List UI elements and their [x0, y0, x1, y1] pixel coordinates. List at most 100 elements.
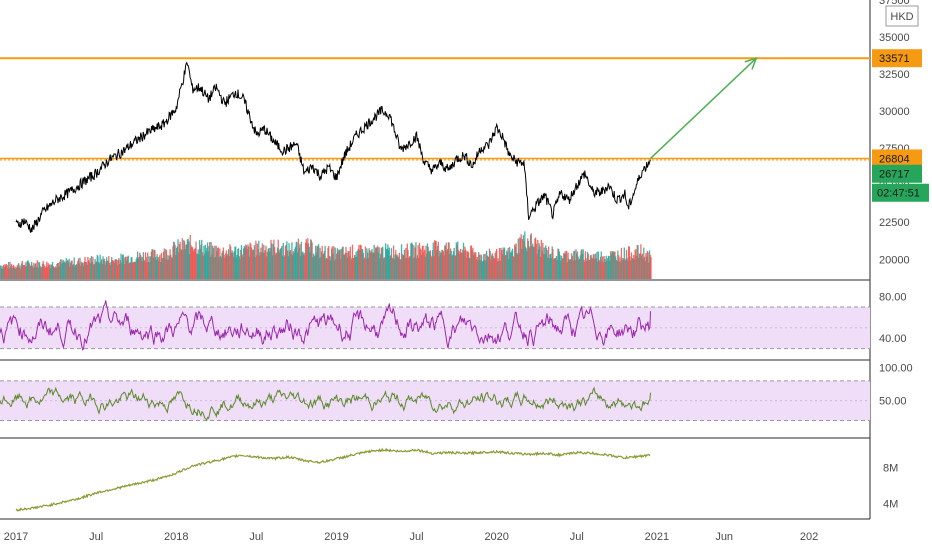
countdown-label: 02:47:51: [877, 188, 920, 200]
volume-bar: [581, 253, 584, 279]
volume-bar: [498, 260, 500, 279]
volume-bar: [493, 257, 495, 279]
volume-bar: [256, 243, 258, 279]
volume-bar: [467, 252, 470, 279]
volume-bar: [236, 254, 238, 279]
volume-bar: [509, 252, 512, 279]
volume-bar: [567, 252, 569, 279]
volume-bar: [365, 258, 367, 279]
volume-bar: [529, 247, 531, 279]
volume-bar: [402, 255, 404, 279]
volume-bar: [642, 257, 644, 279]
volume-bar: [572, 260, 574, 279]
volume-bar: [511, 248, 514, 279]
volume-bar: [591, 257, 593, 279]
volume-bar: [8, 268, 10, 279]
volume-bar: [182, 249, 184, 279]
volume-bar: [291, 242, 293, 279]
volume-bar: [497, 258, 499, 279]
volume-bar: [194, 248, 196, 279]
volume-bar: [71, 260, 73, 279]
volume-bar: [59, 261, 61, 279]
volume-bar: [566, 262, 569, 279]
volume-bar: [56, 263, 59, 279]
volume-bar: [452, 251, 455, 279]
volume-bar: [69, 266, 71, 279]
volume-bar: [227, 249, 230, 279]
volume-bar: [472, 247, 474, 279]
volume-bar: [587, 253, 589, 279]
level-tag-label: 33571: [879, 53, 910, 65]
volume-bar: [508, 258, 510, 279]
volume-bar: [403, 254, 405, 279]
volume-bar: [578, 258, 581, 279]
volume-bar: [98, 262, 100, 279]
time-tick-label: Jul: [89, 531, 103, 543]
volume-bar: [377, 245, 379, 279]
volume-bar: [576, 253, 578, 279]
countdown-tag: [872, 183, 929, 202]
volume-bar: [576, 251, 579, 279]
volume-bar: [428, 251, 431, 279]
volume-bar: [60, 263, 62, 279]
volume-bar: [633, 254, 635, 279]
volume-bar: [404, 257, 406, 279]
time-axis[interactable]: 2017 Jul 2018 Jul 2019 Jul 2020 Jul 2021 Jun 202: [4, 531, 819, 543]
volume-bar: [555, 257, 557, 279]
volume-bar: [425, 245, 427, 279]
volume-bar: [640, 255, 643, 279]
volume-bar: [165, 250, 168, 279]
volume-bar: [285, 245, 287, 279]
horizontal-levels[interactable]: [0, 57, 870, 161]
volume-bar: [166, 259, 168, 279]
volume-bar: [569, 259, 571, 279]
volume-bar: [26, 261, 28, 279]
volume-bar: [82, 265, 85, 279]
volume-bar: [137, 258, 140, 279]
volume-bar: [225, 250, 227, 279]
volume-bar: [103, 258, 106, 279]
volume-bar: [632, 258, 634, 279]
volume-bar: [552, 249, 554, 279]
volume-bar: [62, 260, 65, 279]
volume-bar: [47, 263, 49, 279]
volume-bar: [165, 249, 167, 279]
volume-bar: [647, 252, 649, 279]
volume-bar: [267, 248, 269, 279]
volume-bar: [427, 246, 429, 279]
volume-bar: [483, 259, 486, 279]
volume-bar: [186, 244, 188, 279]
volume-bar: [201, 239, 203, 279]
volume-bar: [480, 255, 483, 279]
volume-bar: [411, 243, 413, 279]
volume-bar: [306, 243, 308, 279]
volume-bar: [400, 259, 402, 279]
volume-bar: [368, 248, 370, 279]
volume-bar: [202, 255, 204, 279]
volume-bar: [67, 260, 69, 279]
volume-bar: [371, 249, 373, 279]
volume-bar: [484, 253, 486, 279]
volume-bar: [474, 253, 476, 279]
volume-bar: [372, 252, 374, 279]
volume-bar: [52, 265, 54, 279]
volume-bar: [228, 256, 230, 279]
volume-bar: [144, 252, 147, 279]
volume-bar: [358, 244, 360, 279]
volume-bar: [146, 262, 148, 279]
volume-bar: [364, 246, 367, 279]
volume-bar: [105, 261, 107, 279]
volume-bar: [590, 254, 592, 279]
volume-bar: [175, 248, 178, 279]
volume-bar: [439, 252, 442, 279]
projection-arrow[interactable]: [649, 57, 758, 160]
volume-bar: [126, 256, 129, 279]
volume-bar: [373, 244, 375, 279]
volume-bar: [423, 252, 425, 279]
volume-bar: [23, 265, 25, 279]
volume-bar: [160, 261, 162, 279]
volume-bar: [36, 267, 38, 279]
volume-bar: [315, 245, 317, 279]
volume-bar: [246, 249, 248, 279]
